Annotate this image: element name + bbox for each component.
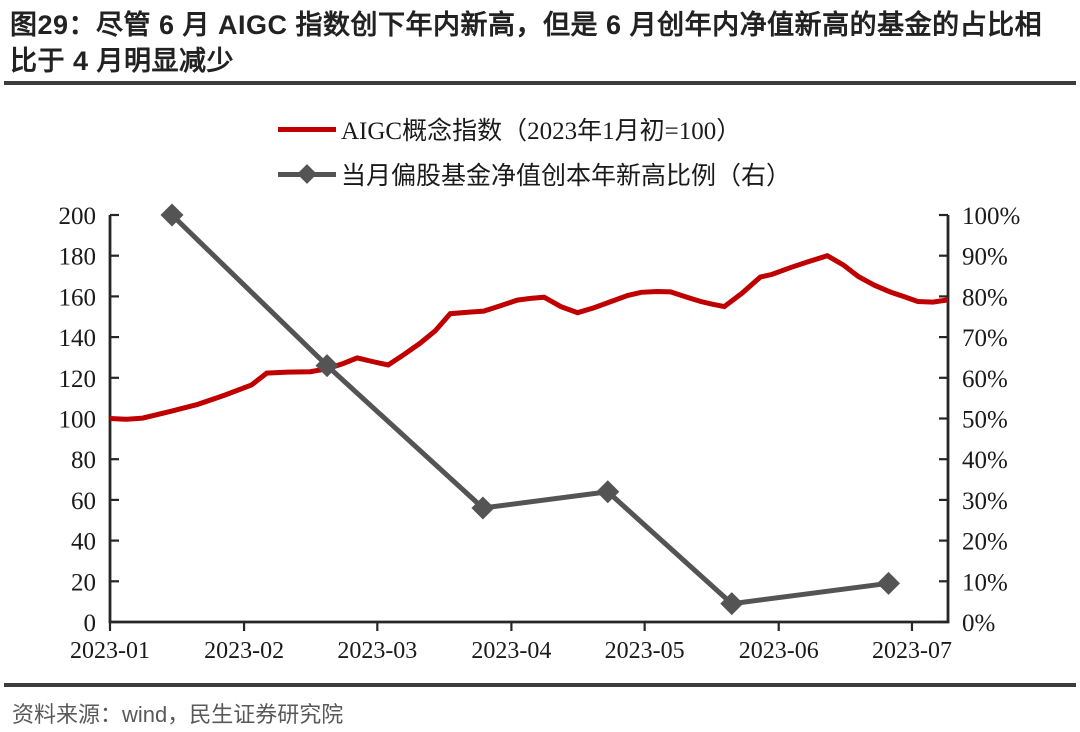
left-axis-tick-label: 0 (84, 610, 97, 637)
left-axis-tick-label: 180 (59, 244, 97, 271)
left-axis-tick-label: 60 (71, 488, 96, 515)
legend-label-fund-ratio: 当月偏股基金净值创本年新高比例（右） (341, 163, 792, 190)
x-axis-tick-label: 2023-04 (471, 638, 551, 664)
right-axis-tick-label: 100% (962, 203, 1020, 230)
right-axis-tick-label: 90% (962, 244, 1008, 271)
right-axis-tick-label: 50% (962, 407, 1008, 434)
legend-item-aigc-index: AIGC概念指数（2023年1月初=100） (278, 111, 791, 147)
diamond-marker (877, 571, 901, 595)
source-divider (4, 683, 1076, 687)
diamond-marker (315, 354, 339, 378)
diamond-marker (596, 480, 620, 504)
right-axis-tick-label: 10% (962, 569, 1008, 596)
right-axis-tick-label: 60% (962, 366, 1008, 393)
figure-title: 图29：尽管 6 月 AIGC 指数创下年内新高，但是 6 月创年内净值新高的基… (10, 10, 1043, 76)
gray-line-diamond-swatch (278, 163, 336, 184)
diamond-marker (720, 592, 744, 616)
left-axis-tick-label: 80 (71, 447, 96, 474)
x-axis-tick-label: 2023-05 (605, 638, 685, 664)
left-axis-tick-label: 140 (59, 325, 97, 352)
x-axis-tick-label: 2023-03 (337, 638, 417, 664)
right-axis-tick-label: 70% (962, 325, 1008, 352)
diamond-marker (471, 496, 495, 520)
figure-source: 资料来源：wind，民生证券研究院 (12, 702, 344, 727)
right-axis-tick-label: 40% (962, 447, 1008, 474)
x-axis-tick-label: 2023-01 (70, 638, 150, 664)
legend-item-fund-ratio: 当月偏股基金净值创本年新高比例（右） (278, 156, 791, 192)
x-axis-tick-label: 2023-06 (739, 638, 819, 664)
right-axis-tick-label: 30% (962, 488, 1008, 515)
chart-legend: AIGC概念指数（2023年1月初=100） 当月偏股基金净值创本年新高比例（右… (278, 111, 791, 192)
right-axis-tick-label: 0% (962, 610, 995, 637)
left-axis-tick-label: 120 (59, 366, 97, 393)
left-axis-tick-label: 40 (71, 529, 96, 556)
x-axis-tick-label: 2023-07 (872, 638, 952, 664)
aigc-index-line (109, 252, 949, 422)
legend-label-aigc-index: AIGC概念指数（2023年1月初=100） (341, 118, 742, 145)
fund-ratio-line (170, 213, 889, 607)
red-line-swatch (278, 126, 336, 132)
diamond-marker-icon (297, 163, 317, 184)
left-axis-tick-label: 20 (71, 569, 96, 596)
left-axis-tick-label: 100 (59, 407, 97, 434)
diamond-marker (160, 203, 184, 227)
x-axis-tick-label: 2023-02 (204, 638, 284, 664)
line-chart-plot: 0 20 40 60 80 100 120 140 160 180 200 0% 10% 20% 30% 40… (59, 203, 1021, 664)
chart-area: AIGC概念指数（2023年1月初=100） 当月偏股基金净值创本年新高比例（右… (0, 85, 1080, 683)
left-axis-tick-label: 200 (59, 203, 97, 230)
title-divider (4, 81, 1076, 85)
right-axis-tick-label: 80% (962, 284, 1008, 311)
left-axis-tick-label: 160 (59, 284, 97, 311)
right-axis-tick-label: 20% (962, 529, 1008, 556)
